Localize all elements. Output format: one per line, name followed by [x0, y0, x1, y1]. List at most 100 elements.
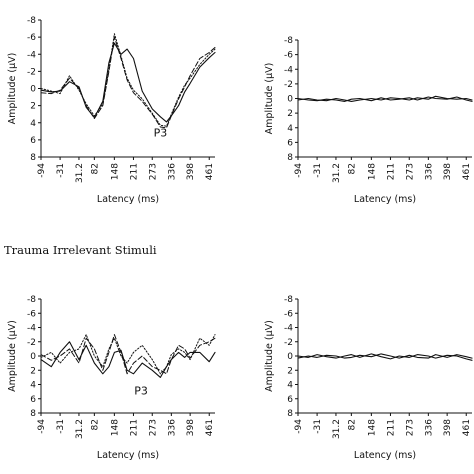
y-tick-label: 8 — [287, 153, 293, 163]
series-dashed-line-2 — [40, 36, 216, 129]
y-axis-label: Amplitude (µV) — [264, 320, 275, 392]
x-tick-label: 398 — [186, 163, 196, 180]
x-tick-label: -94 — [294, 163, 304, 178]
y-tick-label: -4 — [284, 324, 293, 334]
y-tick-label: 6 — [287, 138, 293, 148]
x-axis-label: Latency (ms) — [354, 194, 416, 205]
y-tick-label: 2 — [287, 366, 293, 376]
y-tick-label: -2 — [284, 338, 293, 348]
y-tick-label: 2 — [30, 366, 36, 376]
y-tick-label: 4 — [30, 119, 36, 129]
x-tick-label: 461 — [462, 419, 472, 436]
x-tick-label: -94 — [294, 419, 304, 434]
x-axis-label: Latency (ms) — [97, 450, 159, 461]
series-dotted-line-3 — [40, 334, 216, 375]
erp-panel-1: -8 -6 -4 -2 0 2 4 6 8-94 -31 31.2 82 148 211 273 336 398… — [7, 16, 216, 205]
x-tick-label: 31.2 — [332, 163, 342, 183]
x-tick-label: 148 — [367, 419, 377, 436]
p3-peak-label: P3 — [154, 126, 168, 139]
section-title: Trauma Irrelevant Stimuli — [4, 243, 157, 257]
p3-peak-label: P3 — [134, 384, 148, 397]
y-tick-label: 2 — [30, 102, 36, 112]
series-dashed-line-2 — [40, 334, 216, 375]
series-dotted-line-3 — [40, 33, 216, 127]
x-tick-label: 211 — [129, 163, 139, 180]
y-tick-label: -2 — [27, 338, 36, 348]
y-tick-label: 8 — [30, 153, 36, 163]
series-solid-line-2 — [297, 95, 473, 102]
erp-panel-4: -8 -6 -4 -2 0 2 4 6 8-94 -31 31.2 82 148 211 273 336 398… — [264, 295, 473, 461]
y-tick-label: -8 — [284, 295, 293, 305]
y-tick-label: -4 — [27, 50, 36, 60]
y-tick-label: -6 — [284, 51, 293, 61]
x-tick-label: -31 — [56, 419, 66, 434]
x-tick-label: 31.2 — [75, 163, 85, 183]
series-solid-line-1 — [297, 353, 473, 361]
y-tick-label: 6 — [287, 395, 293, 405]
x-tick-label: 461 — [462, 163, 472, 180]
y-axis-label: Amplitude (µV) — [264, 63, 275, 135]
erp-panel-2: -8 -6 -4 -2 0 2 4 6 8-94 -31 31.2 82 148 211 273 336 398… — [264, 36, 473, 205]
x-tick-label: 336 — [167, 163, 177, 180]
x-tick-label: 82 — [347, 419, 357, 430]
y-tick-label: 8 — [287, 409, 293, 419]
x-tick-label: 398 — [443, 163, 453, 180]
y-tick-label: 4 — [287, 381, 293, 391]
x-tick-label: 273 — [148, 163, 158, 180]
y-axis-label: Amplitude (µV) — [7, 320, 18, 392]
x-tick-label: 148 — [367, 163, 377, 180]
x-tick-label: 82 — [90, 419, 100, 430]
series-solid-line-1 — [40, 42, 216, 123]
x-tick-label: 148 — [110, 419, 120, 436]
x-axis-label: Latency (ms) — [97, 194, 159, 205]
y-tick-label: -2 — [27, 67, 36, 77]
x-tick-label: 211 — [386, 419, 396, 436]
y-tick-label: 2 — [287, 109, 293, 119]
y-tick-label: -2 — [284, 80, 293, 90]
x-tick-label: 211 — [129, 419, 139, 436]
x-tick-label: 273 — [148, 419, 158, 436]
y-tick-label: 4 — [287, 124, 293, 134]
x-tick-label: 31.2 — [75, 419, 85, 439]
series-solid-line-1 — [40, 341, 216, 378]
x-tick-label: 398 — [443, 419, 453, 436]
x-axis-label: Latency (ms) — [354, 450, 416, 461]
y-tick-label: -6 — [284, 309, 293, 319]
y-tick-label: -6 — [27, 33, 36, 43]
x-tick-label: -31 — [56, 163, 66, 178]
y-tick-label: -4 — [284, 65, 293, 75]
x-tick-label: -94 — [37, 163, 47, 178]
x-tick-label: 82 — [90, 163, 100, 174]
y-tick-label: -8 — [284, 36, 293, 46]
x-tick-label: 273 — [405, 163, 415, 180]
x-tick-label: 336 — [167, 419, 177, 436]
x-tick-label: -31 — [313, 419, 323, 434]
x-tick-label: -94 — [37, 419, 47, 434]
y-tick-label: -4 — [27, 324, 36, 334]
x-tick-label: 31.2 — [332, 419, 342, 439]
x-tick-label: 336 — [424, 419, 434, 436]
y-axis-label: Amplitude (µV) — [7, 53, 18, 125]
x-tick-label: 82 — [347, 163, 357, 174]
x-tick-label: -31 — [313, 163, 323, 178]
y-tick-label: 0 — [287, 95, 293, 105]
y-tick-label: -8 — [27, 16, 36, 26]
x-tick-label: 273 — [405, 419, 415, 436]
y-tick-label: 6 — [30, 395, 36, 405]
y-tick-label: 8 — [30, 409, 36, 419]
y-tick-label: 0 — [30, 352, 36, 362]
x-tick-label: 398 — [186, 419, 196, 436]
series-solid-line-2 — [297, 353, 473, 359]
y-tick-label: 0 — [30, 85, 36, 95]
x-tick-label: 211 — [386, 163, 396, 180]
x-tick-label: 336 — [424, 163, 434, 180]
y-tick-label: -6 — [27, 309, 36, 319]
y-tick-label: 0 — [287, 352, 293, 362]
x-tick-label: 148 — [110, 163, 120, 180]
x-tick-label: 461 — [205, 419, 215, 436]
y-tick-label: -8 — [27, 295, 36, 305]
y-tick-label: 4 — [30, 381, 36, 391]
y-tick-label: 6 — [30, 136, 36, 146]
x-tick-label: 461 — [205, 163, 215, 180]
